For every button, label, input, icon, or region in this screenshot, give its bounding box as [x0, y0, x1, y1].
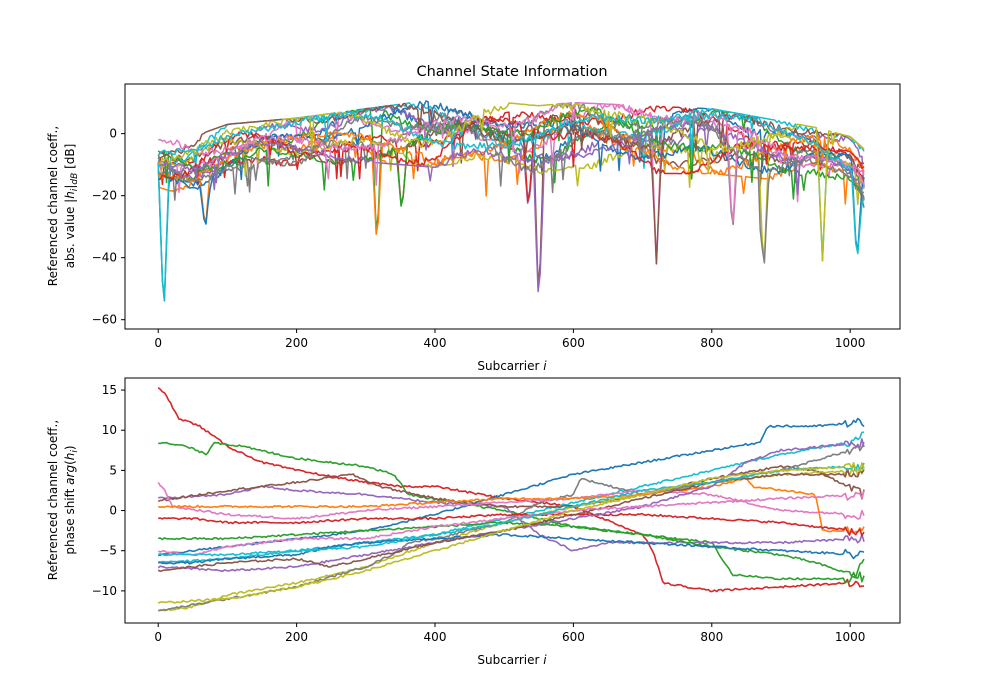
phase-plot	[157, 386, 865, 612]
magnitude-y-tick-label: −20	[92, 189, 117, 203]
magnitude-series-line	[157, 100, 865, 254]
phase-x-tick-label: 200	[285, 630, 308, 644]
phase-x-tick-label: 400	[424, 630, 447, 644]
magnitude-x-tick-label: 800	[700, 336, 723, 350]
magnitude-x-tick-label: 600	[562, 336, 585, 350]
phase-y-axis-label-line2: phase shift arg(hi)	[63, 445, 80, 554]
phase-series-line	[157, 481, 865, 520]
phase-y-tick-label: −5	[99, 544, 117, 558]
phase-x-tick-label: 800	[700, 630, 723, 644]
magnitude-series-line	[157, 113, 865, 264]
phase-y-tick-label: 15	[102, 383, 117, 397]
magnitude-x-tick-label: 400	[424, 336, 447, 350]
phase-y-tick-label: 10	[102, 423, 117, 437]
chart-title: Channel State Information	[416, 64, 607, 80]
phase-series-line	[158, 512, 865, 537]
magnitude-x-tick-label: 0	[154, 336, 162, 350]
magnitude-series-line	[157, 102, 865, 262]
phase-x-axis-label: Subcarrier i	[477, 653, 547, 667]
phase-series-line	[157, 490, 865, 556]
magnitude-y-tick-label: 0	[109, 127, 117, 141]
phase-y-tick-label: −10	[92, 584, 117, 598]
magnitude-plot	[157, 100, 865, 302]
phase-x-tick-label: 0	[154, 630, 162, 644]
phase-series-line	[158, 484, 865, 552]
magnitude-series-line	[157, 110, 865, 255]
phase-series-line	[157, 461, 865, 604]
phase-x-ticks: 0 200 400 600 800 1000	[154, 623, 865, 644]
magnitude-plot-frame	[124, 83, 901, 330]
magnitude-x-tick-label: 1000	[835, 336, 866, 350]
phase-y-ticks: −10 −5 0 5 10 15	[92, 383, 125, 598]
magnitude-y-axis-label-line2: abs. value |hi|dB [dB]	[63, 144, 80, 269]
magnitude-x-tick-label: 200	[285, 336, 308, 350]
phase-y-axis-label-line1: Referenced channel coeff.,	[46, 420, 60, 580]
magnitude-series-line	[157, 105, 865, 206]
phase-series-line	[158, 533, 865, 565]
phase-plot-frame	[124, 377, 901, 624]
magnitude-series-line	[157, 102, 865, 265]
phase-x-tick-label: 1000	[835, 630, 866, 644]
phase-series-line	[157, 468, 865, 573]
phase-series-line	[157, 464, 865, 509]
magnitude-y-tick-label: −60	[92, 313, 117, 327]
phase-series-line	[158, 462, 865, 557]
phase-series-line	[158, 521, 865, 583]
magnitude-y-axis-label-line1: Referenced channel coeff.,	[46, 126, 60, 286]
magnitude-y-ticks: −60 −40 −20 0	[92, 127, 125, 327]
phase-y-tick-label: 0	[109, 504, 117, 518]
magnitude-x-ticks: 0 200 400 600 800 1000	[154, 329, 865, 350]
magnitude-x-axis-label: Subcarrier i	[477, 359, 547, 373]
magnitude-y-tick-label: −40	[92, 251, 117, 265]
phase-y-tick-label: 5	[109, 463, 117, 477]
phase-x-tick-label: 600	[562, 630, 585, 644]
magnitude-series-line	[158, 101, 865, 223]
